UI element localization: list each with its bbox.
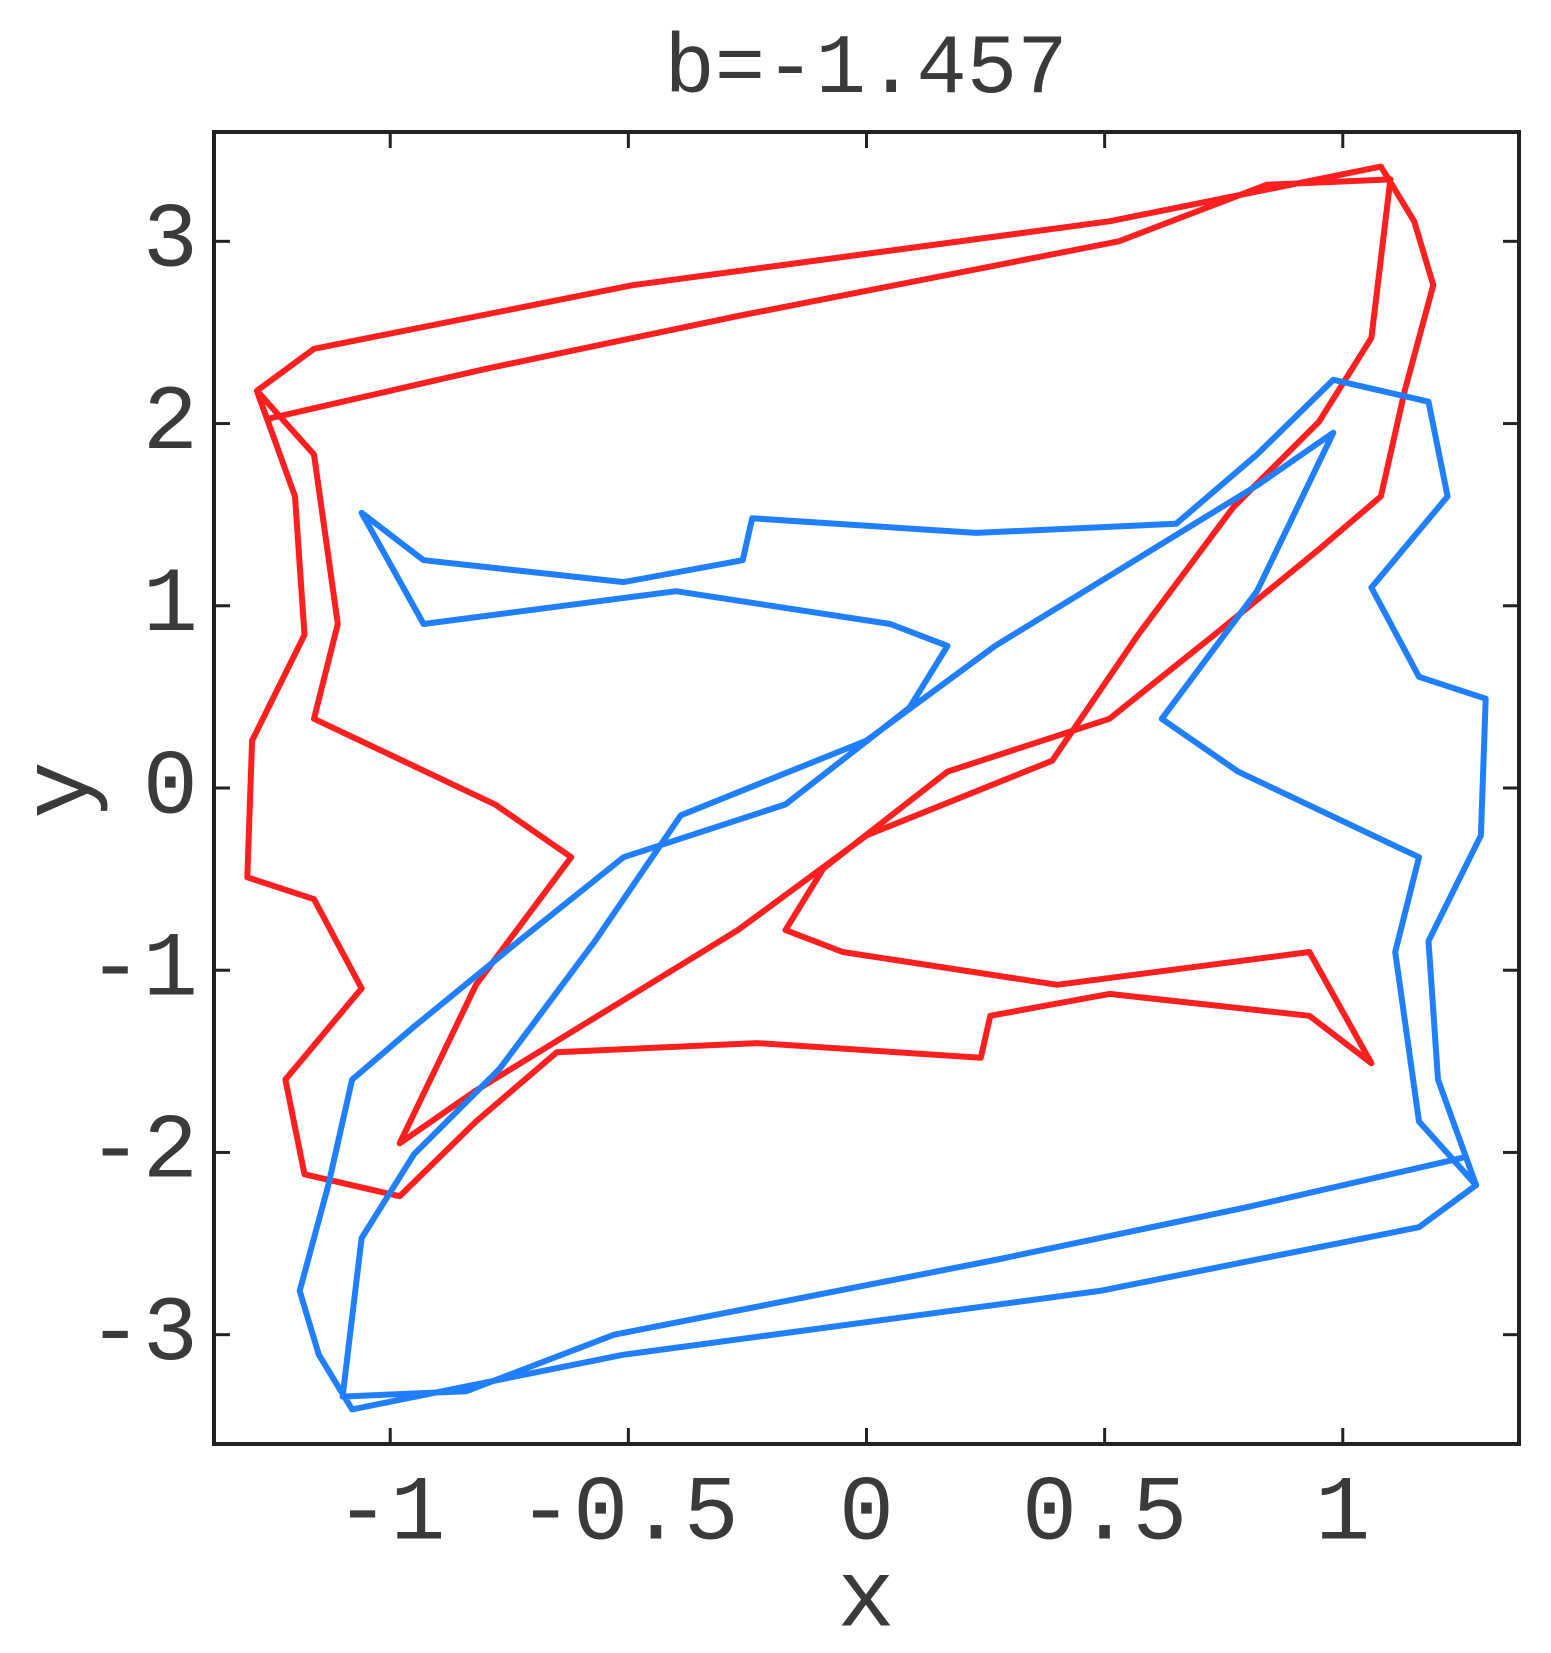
x-tick-label: 1 [1315,1461,1370,1566]
trajectory [296,376,1489,1413]
y-tick-label: 0 [143,735,198,840]
trajectory [244,163,1437,1200]
x-tick-label: 0 [839,1461,894,1566]
y-tick-label: 2 [143,371,198,476]
x-tick-label: -1 [335,1461,445,1566]
y-tick-label: 3 [143,189,198,294]
x-tick-label: -0.5 [518,1461,739,1566]
y-tick-label: -1 [88,918,198,1023]
y-tick-label: -2 [88,1100,198,1205]
plot-frame [212,130,1521,1446]
y-axis-label: y [7,761,116,819]
chart-title: b=-1.457 [664,23,1067,118]
y-tick-label: -3 [88,1282,198,1387]
y-tick-label: 1 [143,553,198,658]
x-axis-label: x [837,1545,895,1653]
x-tick-label: 0.5 [1022,1461,1188,1566]
